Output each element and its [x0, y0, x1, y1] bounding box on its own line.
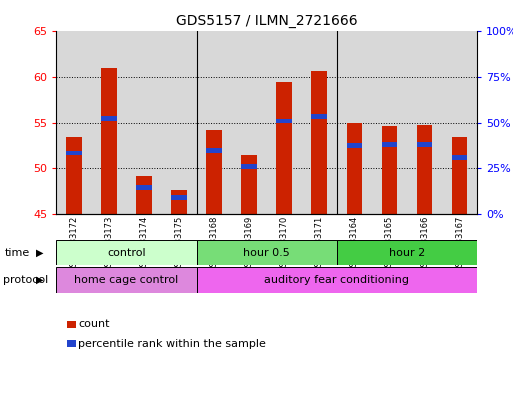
- Bar: [101, 68, 117, 214]
- Text: home cage control: home cage control: [74, 275, 179, 285]
- Bar: [66, 151, 82, 155]
- Bar: [241, 155, 257, 214]
- Bar: [382, 125, 398, 214]
- Bar: [206, 148, 222, 152]
- Bar: [442, 31, 477, 214]
- Bar: [407, 31, 442, 214]
- Bar: [337, 240, 477, 265]
- Bar: [171, 189, 187, 214]
- Bar: [56, 267, 196, 293]
- Text: percentile rank within the sample: percentile rank within the sample: [78, 339, 266, 349]
- Text: protocol: protocol: [3, 275, 48, 285]
- Text: ▶: ▶: [36, 275, 44, 285]
- Bar: [277, 119, 292, 123]
- Bar: [91, 31, 127, 214]
- Bar: [56, 31, 91, 214]
- Bar: [451, 155, 467, 160]
- Text: hour 2: hour 2: [389, 248, 425, 257]
- Text: hour 0.5: hour 0.5: [243, 248, 290, 257]
- Bar: [136, 176, 152, 214]
- Bar: [162, 31, 196, 214]
- Bar: [311, 71, 327, 214]
- Bar: [346, 123, 362, 214]
- Bar: [267, 31, 302, 214]
- Bar: [196, 240, 337, 265]
- Bar: [56, 240, 196, 265]
- Bar: [451, 138, 467, 214]
- Bar: [417, 125, 432, 214]
- Bar: [382, 142, 398, 147]
- Bar: [346, 143, 362, 148]
- Bar: [311, 114, 327, 119]
- Bar: [232, 31, 267, 214]
- Text: count: count: [78, 319, 110, 329]
- Text: auditory fear conditioning: auditory fear conditioning: [264, 275, 409, 285]
- Bar: [417, 142, 432, 147]
- Text: time: time: [5, 248, 30, 258]
- Bar: [66, 136, 82, 214]
- Title: GDS5157 / ILMN_2721666: GDS5157 / ILMN_2721666: [176, 14, 358, 28]
- Text: ▶: ▶: [36, 248, 44, 258]
- Bar: [241, 164, 257, 169]
- Bar: [196, 31, 232, 214]
- Bar: [136, 185, 152, 190]
- Bar: [337, 31, 372, 214]
- Bar: [206, 130, 222, 214]
- Bar: [372, 31, 407, 214]
- Bar: [127, 31, 162, 214]
- Bar: [196, 267, 477, 293]
- Bar: [101, 116, 117, 121]
- Bar: [277, 82, 292, 214]
- Text: control: control: [107, 248, 146, 257]
- Bar: [302, 31, 337, 214]
- Bar: [171, 195, 187, 200]
